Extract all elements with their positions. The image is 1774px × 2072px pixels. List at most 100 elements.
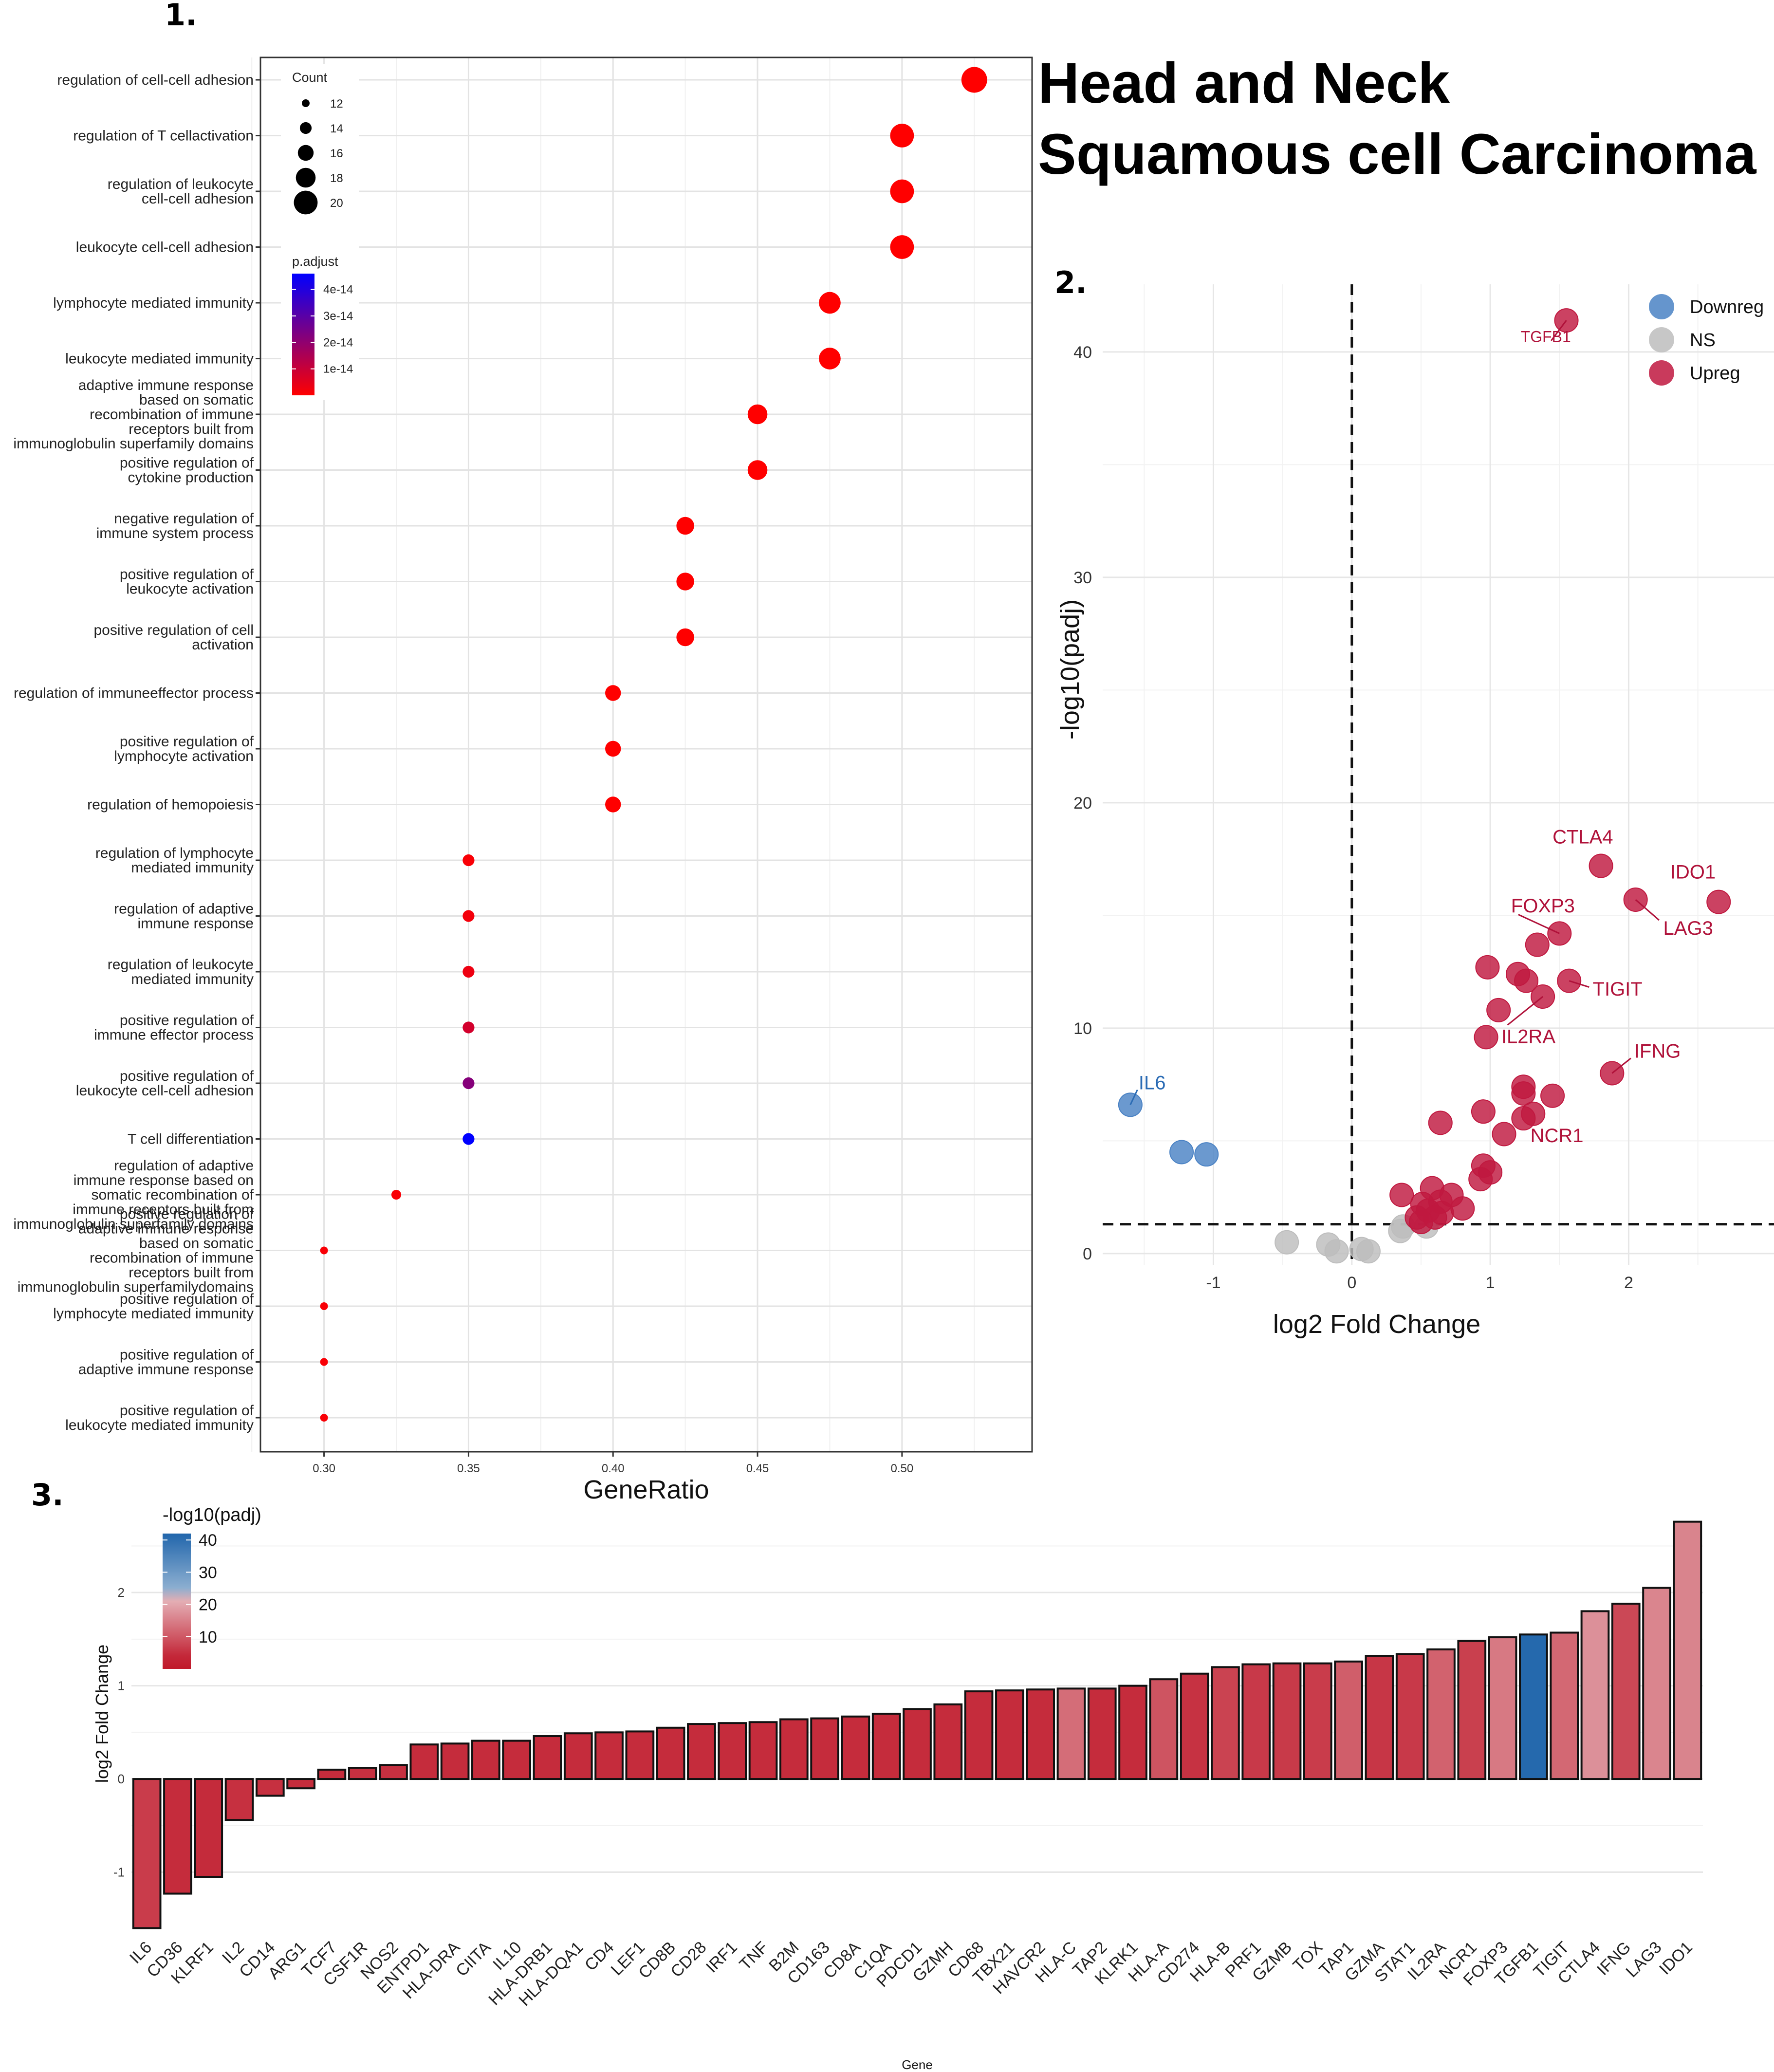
- volcano-point: [1408, 1210, 1433, 1235]
- volcano-point: [1511, 1081, 1536, 1106]
- gene-bar: [317, 1768, 347, 1780]
- term-label: adaptive immune response: [78, 1362, 254, 1378]
- gene-bar: [1488, 1636, 1517, 1780]
- term-label: cell-cell adhesion: [142, 191, 254, 207]
- term-dot: [462, 1133, 475, 1145]
- padj-legend-title: p.adjust: [292, 254, 338, 269]
- volcano-point: [1428, 1110, 1453, 1135]
- term-label: leukocyte mediated immunity: [65, 1417, 254, 1433]
- y-axis-title: -log10(padj): [1055, 599, 1085, 740]
- bar-legend-label: 10: [199, 1628, 217, 1646]
- padj-colorbar: [163, 1534, 191, 1669]
- volcano-point: [1540, 1083, 1565, 1108]
- term-label: positive regulation of: [120, 1403, 254, 1419]
- term-label: positive regulation of: [120, 1291, 254, 1307]
- term-label: regulation of adaptive: [114, 1158, 254, 1174]
- gene-bar: [1087, 1687, 1117, 1780]
- volcano-point: [1475, 955, 1500, 980]
- volcano-point: [1514, 968, 1539, 993]
- term-label: regulation of leukocyte: [108, 176, 254, 192]
- term-dot: [890, 124, 914, 148]
- x-axis-title: log2 Fold Change: [1273, 1310, 1480, 1339]
- gene-bar: [255, 1778, 285, 1797]
- gene-tick-label: TNF: [736, 1938, 772, 1974]
- term-dot: [890, 235, 914, 259]
- gene-bar: [903, 1708, 932, 1780]
- y-axis-title: log2 Fold Change: [92, 1645, 112, 1783]
- gene-label: IL6: [1139, 1072, 1166, 1093]
- label-leader-line: [1551, 320, 1567, 341]
- legend-label: Downreg: [1690, 297, 1764, 317]
- term-dot: [462, 854, 475, 867]
- gene-bar: [841, 1715, 870, 1780]
- bar-legend-label: 30: [199, 1563, 217, 1582]
- term-label: regulation of lymphocyte: [95, 845, 254, 861]
- count-legend-dot: [299, 122, 312, 134]
- term-label: leukocyte cell-cell adhesion: [76, 240, 254, 256]
- gene-tick-label: CIITA: [452, 1938, 495, 1980]
- gene-bar: [871, 1713, 901, 1780]
- gene-bar: [132, 1778, 162, 1929]
- term-dot: [819, 348, 841, 370]
- legend-label: NS: [1690, 330, 1716, 351]
- volcano-point: [1275, 1230, 1299, 1255]
- gene-tick-label: IDO1: [1656, 1938, 1696, 1979]
- term-dot: [676, 628, 694, 647]
- gene-bar: [286, 1778, 315, 1790]
- term-dot: [462, 910, 475, 922]
- x-axis-title: GeneRatio: [583, 1475, 709, 1504]
- term-label: mediated immunity: [131, 860, 254, 876]
- figure-title-line-1: Head and Neck: [1038, 51, 1450, 115]
- term-label: adaptive immune response: [78, 377, 254, 393]
- y-tick-label: 20: [1073, 794, 1092, 813]
- padj-colorbar: [292, 274, 314, 395]
- figure-title-line-2: Squamous cell Carcinoma: [1038, 122, 1756, 186]
- gene-bar: [718, 1722, 747, 1780]
- gene-bar: [1550, 1631, 1579, 1780]
- gene-bar: [1303, 1662, 1332, 1780]
- volcano-point: [1324, 1239, 1349, 1264]
- label-leader-line: [1507, 996, 1544, 1026]
- gene-label: FOXP3: [1511, 895, 1575, 917]
- gene-tick-label: LAG3: [1622, 1938, 1665, 1981]
- gene-bar: [502, 1739, 532, 1780]
- term-dot: [605, 685, 621, 701]
- term-dot: [320, 1414, 328, 1422]
- term-label: based on somatic: [139, 1236, 254, 1252]
- term-label: regulation of T cellactivation: [73, 128, 254, 144]
- term-label: negative regulation of: [114, 511, 254, 527]
- term-dot: [747, 404, 768, 425]
- gene-bar: [933, 1703, 963, 1780]
- count-legend-dot: [297, 145, 314, 161]
- term-dot: [605, 740, 621, 757]
- panel-1-label: 1.: [165, 0, 197, 33]
- volcano-point: [1492, 1122, 1516, 1147]
- volcano-point: [1474, 1025, 1498, 1050]
- gene-bar: [1457, 1640, 1487, 1780]
- padj-legend-label: 3e-14: [323, 310, 353, 323]
- y-tick-label: 1: [118, 1679, 125, 1693]
- gene-label: LAG3: [1663, 918, 1713, 939]
- y-tick-label: 0: [1083, 1245, 1092, 1263]
- gene-bar: [964, 1690, 994, 1780]
- volcano-point: [1521, 1101, 1546, 1126]
- gene-bar: [1241, 1663, 1271, 1780]
- x-tick-label: 0: [1347, 1274, 1356, 1292]
- gene-bar: [471, 1739, 500, 1780]
- term-dot: [890, 179, 914, 204]
- bar-legend-label: 20: [199, 1596, 217, 1614]
- term-label: immunoglobulin superfamily domains: [13, 1216, 254, 1232]
- gene-bar: [1149, 1678, 1179, 1780]
- count-legend-dot: [294, 190, 318, 215]
- term-dot: [320, 1246, 328, 1255]
- term-dot: [605, 796, 621, 813]
- gene-bar: [656, 1726, 685, 1780]
- gene-bar: [1580, 1610, 1610, 1780]
- figure-title: Head and Neck Squamous cell Carcinoma: [1038, 48, 1756, 190]
- term-label: positive regulation of: [120, 1347, 254, 1363]
- x-tick-label: 0.45: [746, 1462, 769, 1475]
- term-label: positive regulation of: [120, 1068, 254, 1084]
- term-dot: [391, 1189, 402, 1200]
